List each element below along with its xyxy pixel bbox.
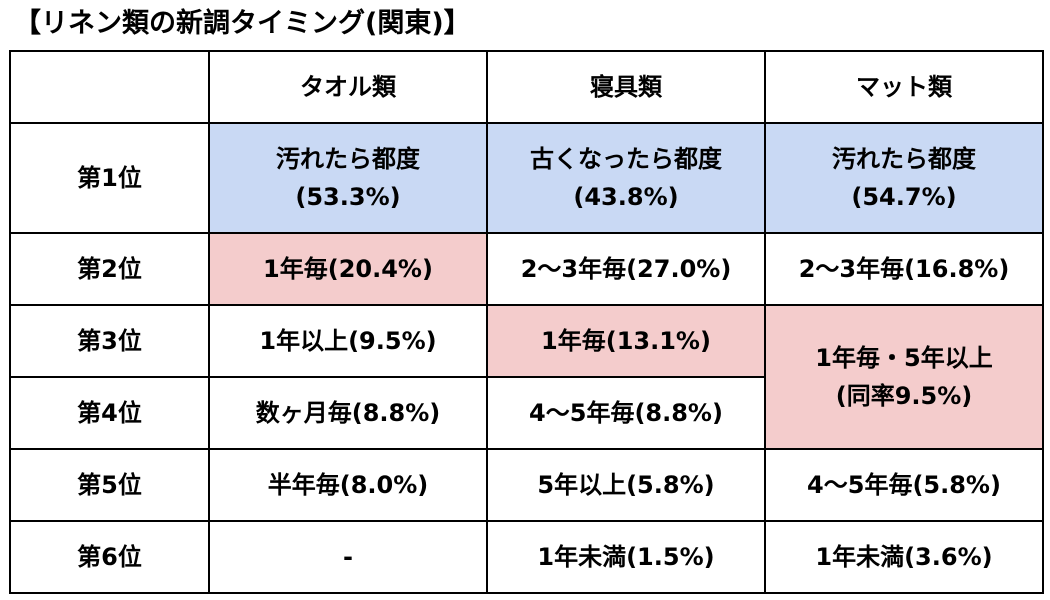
bedding-rank1-cell: 古くなったら都度 (43.8%) [486,122,766,234]
rank-label: 第3位 [9,304,210,378]
header-bedding: 寝具類 [486,50,766,124]
table-row: 第5位 半年毎(8.0%) 5年以上(5.8%) 4〜5年毎(5.8%) [9,448,1044,522]
towels-rank1-percent: (53.3%) [295,183,401,211]
mats-rank1-answer: 汚れたら都度 [832,145,976,173]
bedding-rank3-cell: 1年毎(13.1%) [486,304,766,378]
towels-rank4-cell: 数ヶ月毎(8.8%) [208,376,488,450]
table-row: 第4位 数ヶ月毎(8.8%) 4〜5年毎(8.8%) [9,376,1043,450]
mats-rank5-cell: 4〜5年毎(5.8%) [764,448,1044,522]
table-header-row: タオル類 寝具類 マット類 [9,50,1044,124]
bedding-rank5-cell: 5年以上(5.8%) [486,448,766,522]
towels-rank2-cell: 1年毎(20.4%) [208,232,488,306]
towels-rank6-cell: - [208,520,488,594]
bedding-rank1-percent: (43.8%) [573,183,679,211]
ranking-table: タオル類 寝具類 マット類 第1位 汚れたら都度 (53.3%) 古くなったら都… [9,50,1044,594]
mats-rank3-4-answer: 1年毎・5年以上 [815,344,993,372]
rank-label: 第5位 [9,448,210,522]
towels-rank1-answer: 汚れたら都度 [276,145,420,173]
header-towels: タオル類 [208,50,488,124]
table-row: 第3位 1年以上(9.5%) 1年毎(13.1%) 1年毎・5年以上 (同率9.… [9,304,1044,450]
page-title: 【リネン類の新調タイミング(関東)】 [14,8,471,39]
mats-rank1-cell: 汚れたら都度 (54.7%) [764,122,1044,234]
mats-rank2-cell: 2〜3年毎(16.8%) [764,232,1044,306]
header-corner-cell [9,50,210,124]
mats-rank6-cell: 1年未満(3.6%) [764,520,1044,594]
mats-rank3-4-percent: (同率9.5%) [835,382,973,410]
bedding-rank6-cell: 1年未満(1.5%) [486,520,766,594]
table-row: 第6位 - 1年未満(1.5%) 1年未満(3.6%) [9,520,1044,594]
bedding-rank4-cell: 4〜5年毎(8.8%) [486,376,766,450]
rank-label: 第6位 [9,520,210,594]
towels-rank3-cell: 1年以上(9.5%) [208,304,488,378]
rank-label: 第1位 [9,122,210,234]
rank-label: 第4位 [9,376,210,450]
table-row: 第1位 汚れたら都度 (53.3%) 古くなったら都度 (43.8%) 汚れたら… [9,122,1044,234]
towels-rank5-cell: 半年毎(8.0%) [208,448,488,522]
towels-rank1-cell: 汚れたら都度 (53.3%) [208,122,488,234]
mats-rank3-4-cell: 1年毎・5年以上 (同率9.5%) [764,304,1044,450]
mats-rank1-percent: (54.7%) [851,183,957,211]
table-row: 第2位 1年毎(20.4%) 2〜3年毎(27.0%) 2〜3年毎(16.8%) [9,232,1044,306]
bedding-rank2-cell: 2〜3年毎(27.0%) [486,232,766,306]
bedding-rank1-answer: 古くなったら都度 [530,145,722,173]
header-mats: マット類 [764,50,1044,124]
rank-label: 第2位 [9,232,210,306]
